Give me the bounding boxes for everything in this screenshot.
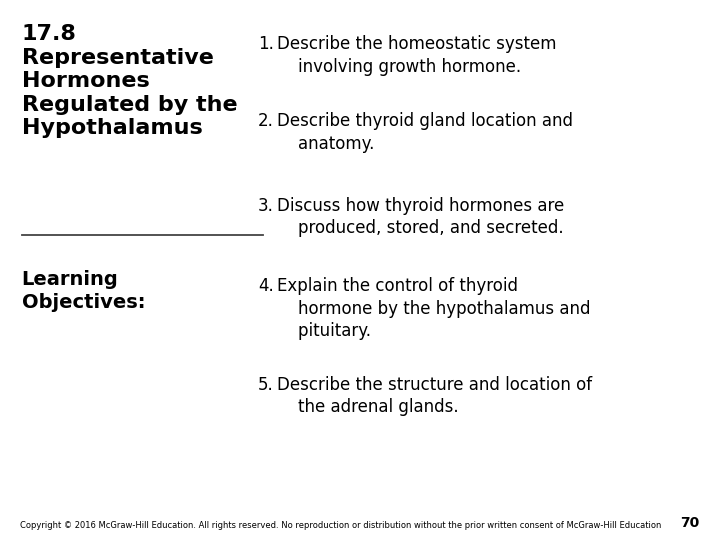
Text: 2.: 2. (258, 112, 274, 130)
Text: Describe thyroid gland location and
    anatomy.: Describe thyroid gland location and anat… (277, 112, 573, 153)
Text: Copyright © 2016 McGraw-Hill Education. All rights reserved. No reproduction or : Copyright © 2016 McGraw-Hill Education. … (20, 521, 662, 530)
Text: 1.: 1. (258, 35, 274, 53)
Text: Describe the homeostatic system
    involving growth hormone.: Describe the homeostatic system involvin… (277, 35, 557, 76)
Text: Learning
Objectives:: Learning Objectives: (22, 270, 145, 312)
Text: Discuss how thyroid hormones are
    produced, stored, and secreted.: Discuss how thyroid hormones are produce… (277, 197, 564, 237)
Text: 4.: 4. (258, 278, 274, 295)
Text: 5.: 5. (258, 375, 274, 394)
Text: 17.8
Representative
Hormones
Regulated by the
Hypothalamus: 17.8 Representative Hormones Regulated b… (22, 24, 237, 138)
Text: 70: 70 (680, 516, 700, 530)
Text: Explain the control of thyroid
    hormone by the hypothalamus and
    pituitary: Explain the control of thyroid hormone b… (277, 278, 590, 340)
Text: Describe the structure and location of
    the adrenal glands.: Describe the structure and location of t… (277, 375, 593, 416)
Text: 3.: 3. (258, 197, 274, 214)
